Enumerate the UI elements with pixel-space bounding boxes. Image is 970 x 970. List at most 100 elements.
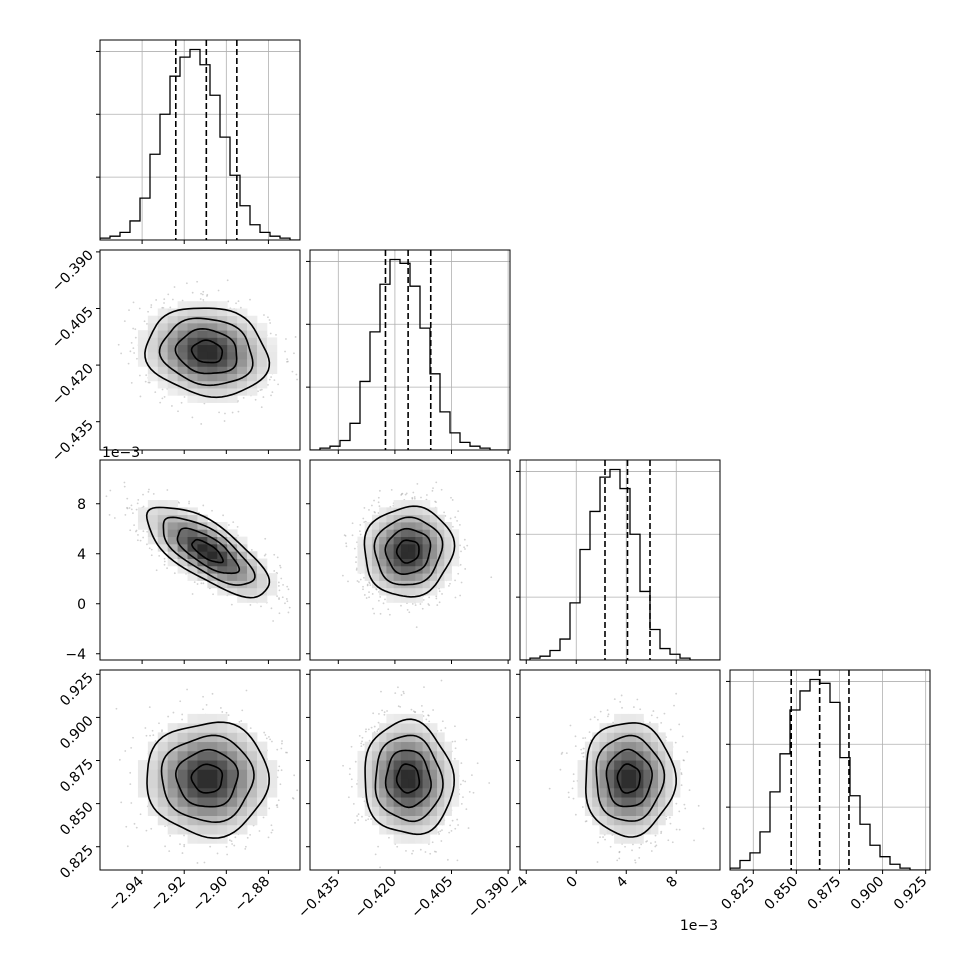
density-cell — [429, 507, 438, 516]
density-cell — [167, 543, 179, 552]
density-cell — [386, 514, 395, 523]
density-cell — [157, 380, 169, 389]
sample-point — [460, 581, 463, 584]
density-cell — [187, 514, 198, 523]
density-cell — [147, 351, 159, 360]
sample-point — [257, 390, 259, 393]
sample-point — [209, 845, 212, 848]
density-cell — [227, 359, 238, 367]
density-cell — [187, 529, 198, 538]
density-cell — [177, 565, 188, 574]
density-cell — [444, 565, 452, 574]
density-cell — [266, 580, 278, 589]
density-cell — [207, 536, 218, 545]
density-cell — [429, 543, 438, 552]
density-cell — [217, 359, 228, 367]
density-cell — [400, 565, 409, 574]
sample-point — [359, 530, 361, 533]
sample-point — [144, 380, 147, 383]
density-cell — [227, 315, 238, 324]
panel-2-1 — [306, 459, 511, 664]
density-cell — [437, 536, 445, 545]
density-cell — [167, 558, 179, 567]
sample-point — [139, 395, 142, 398]
sample-point — [260, 406, 263, 409]
sample-point — [203, 402, 206, 405]
density-cell — [207, 373, 218, 382]
density-cell — [444, 573, 452, 581]
density-cell — [237, 551, 248, 559]
sample-point — [186, 688, 188, 691]
sample-point — [147, 490, 150, 493]
sample-point — [138, 374, 141, 377]
sample-point — [180, 401, 183, 404]
sample-point — [205, 703, 208, 706]
sample-point — [166, 567, 168, 570]
density-cell — [247, 315, 258, 324]
sample-point — [387, 608, 390, 611]
density-cell — [256, 322, 268, 331]
sample-point — [150, 548, 153, 551]
sample-point — [132, 347, 135, 350]
density-cell — [256, 359, 268, 367]
sample-point — [264, 553, 267, 556]
contour-2-1-3 — [363, 505, 456, 598]
sample-point — [425, 494, 428, 496]
sample-point — [188, 502, 190, 505]
density-cell — [197, 301, 208, 309]
density-cell — [187, 308, 198, 317]
density-cell — [256, 373, 268, 382]
density-cell — [451, 529, 460, 538]
density-cell — [167, 514, 179, 523]
panel-content — [105, 481, 300, 622]
density-cell — [177, 330, 188, 338]
sample-point — [291, 370, 294, 373]
density-cell — [177, 551, 188, 559]
sample-point — [200, 582, 203, 585]
sample-point — [173, 572, 176, 575]
density-cell — [429, 587, 438, 596]
sample-point — [250, 548, 253, 551]
sample-point — [249, 604, 252, 606]
density-cell — [157, 308, 169, 317]
sample-point — [421, 607, 424, 610]
sample-point — [273, 570, 276, 572]
density-cell — [408, 558, 416, 567]
sample-point — [359, 533, 362, 536]
sample-point — [281, 596, 284, 599]
sample-point — [154, 391, 157, 394]
sample-point — [404, 493, 407, 496]
density-cell — [386, 543, 395, 552]
panel-0-0 — [96, 39, 301, 244]
sample-point — [211, 509, 213, 512]
sample-point — [206, 293, 209, 296]
density-cell — [197, 573, 208, 581]
density-cell — [217, 395, 228, 403]
sample-point — [200, 423, 203, 425]
contour-2-1-0 — [395, 539, 420, 564]
density-cell — [177, 536, 188, 545]
density-cell — [393, 522, 402, 530]
sample-point — [163, 298, 166, 301]
sample-point — [178, 502, 181, 504]
density-cell — [237, 308, 248, 317]
density-cell — [408, 551, 416, 559]
sample-point — [382, 602, 385, 605]
density-cell — [429, 573, 438, 581]
sample-point — [370, 504, 373, 507]
panel-3-0 — [96, 669, 301, 874]
density-cell — [408, 507, 416, 516]
sample-point — [451, 499, 454, 501]
sample-point — [362, 517, 365, 520]
density-cell — [386, 529, 395, 538]
contour-2-0-0 — [191, 538, 224, 564]
density-cell — [227, 395, 238, 403]
sample-point — [277, 581, 280, 584]
density-cell — [393, 507, 402, 516]
sample-point — [199, 298, 202, 300]
sample-point — [278, 589, 281, 592]
sample-point — [287, 588, 290, 591]
sample-point — [434, 500, 436, 503]
density-cell — [217, 366, 228, 374]
density-cell — [177, 373, 188, 382]
